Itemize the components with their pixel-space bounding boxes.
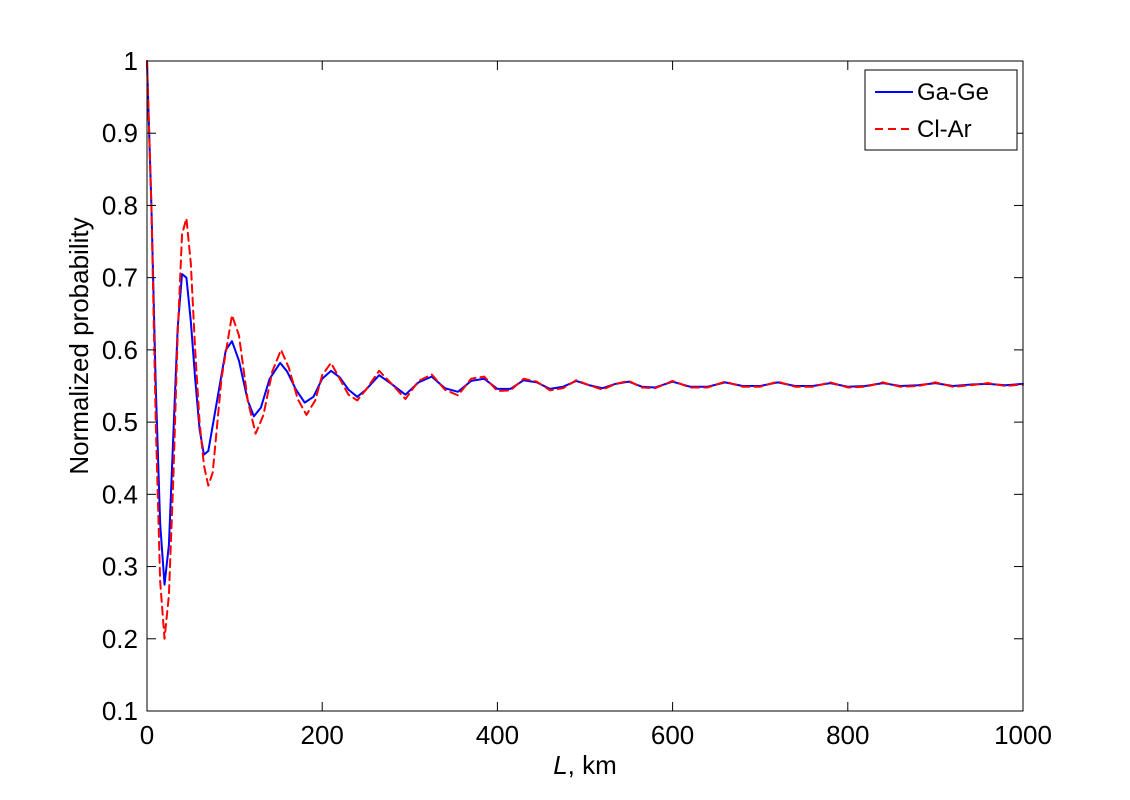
plot-area [147,61,1023,711]
x-tick-label: 600 [651,720,694,750]
series-line-cl-ar [146,60,1024,640]
legend-box [864,69,1018,151]
x-axis-title-var: L [553,750,567,780]
legend-label-ga-ge: Ga-Ge [917,79,989,106]
x-tick-label: 200 [301,720,344,750]
y-tick-label: 0.6 [102,335,138,365]
y-tick-label: 0.3 [102,552,138,582]
y-tick-label: 0.9 [102,118,138,148]
y-axis-title: Normalized probability [64,217,94,474]
y-tick-label: 0.8 [102,190,138,220]
series-layer [146,60,1024,640]
legend-label-cl-ar: Cl-Ar [917,116,972,143]
y-tick-label: 0.2 [102,624,138,654]
y-tick-label: 0.5 [102,407,138,437]
x-tick-label: 800 [826,720,869,750]
y-tick-label: 0.7 [102,263,138,293]
y-tick-label: 0.1 [102,696,138,726]
x-tick-label: 400 [476,720,519,750]
ticks-layer: 0 200 400 600 800 1000 0.1 0.2 0.3 0.4 0.5 0.6 0.7 0.… [102,46,1052,750]
legend: Ga-Ge Cl-Ar [864,69,1018,151]
x-axis-title-unit: , km [568,750,617,780]
x-axis-title: L, km [553,750,617,780]
y-tick-label: 1 [124,46,138,76]
y-tick-label: 0.4 [102,479,138,509]
x-tick-label: 0 [140,720,154,750]
x-tick-label: 1000 [994,720,1052,750]
plot-frame [146,60,1024,712]
